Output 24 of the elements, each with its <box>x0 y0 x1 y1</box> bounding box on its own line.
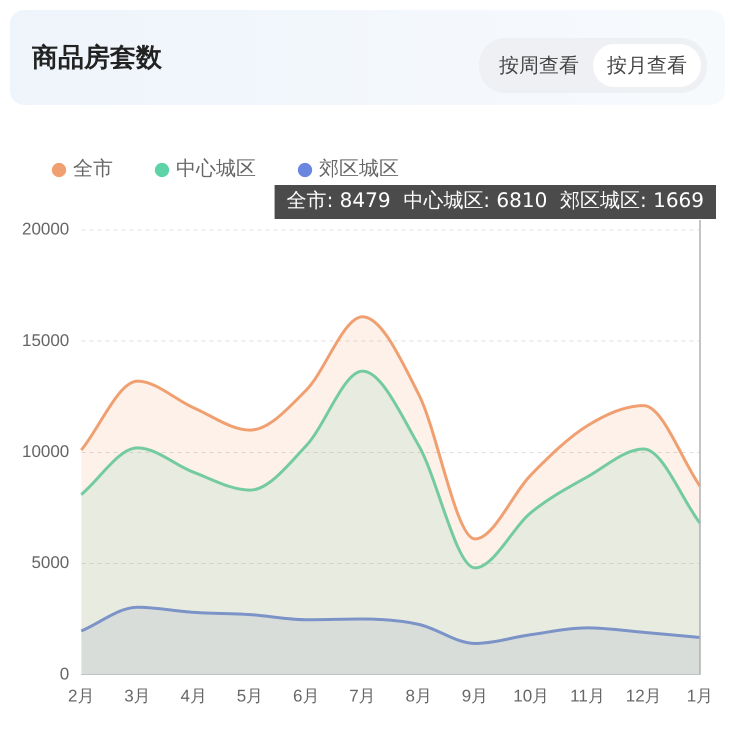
x-tick-label: 12月 <box>626 686 662 706</box>
chart-title: 商品房套数 <box>32 42 162 75</box>
x-tick-label: 4月 <box>180 686 208 706</box>
x-tick-label: 5月 <box>236 686 264 706</box>
x-tick-label: 1月 <box>686 686 714 706</box>
x-tick-label: 8月 <box>406 686 432 706</box>
y-tick-label: 5000 <box>31 553 70 572</box>
y-tick-label: 0 <box>60 664 70 684</box>
legend-label: 全市 <box>73 156 113 180</box>
x-tick-label: 9月 <box>462 686 488 706</box>
x-tick-label: 10月 <box>513 686 550 706</box>
x-tick-label: 6月 <box>293 686 320 706</box>
text: 按月查看 <box>593 44 701 87</box>
y-tick-label: 15000 <box>22 330 70 350</box>
legend-label: 郊区城区 <box>319 156 399 180</box>
text: 按周查看 <box>498 52 580 79</box>
x-tick-label: 3月 <box>124 686 151 706</box>
x-tick-label: 11月 <box>570 686 605 706</box>
y-tick-label: 10000 <box>22 442 70 461</box>
y-tick-label: 20000 <box>22 220 70 239</box>
x-tick-label: 7月 <box>349 686 376 706</box>
text: 全市: 8479 中心城区: 6810 郊区城区: 1669 <box>286 188 704 212</box>
legend-label: 中心城区 <box>176 156 256 180</box>
x-tick-label: 2月 <box>68 686 95 706</box>
